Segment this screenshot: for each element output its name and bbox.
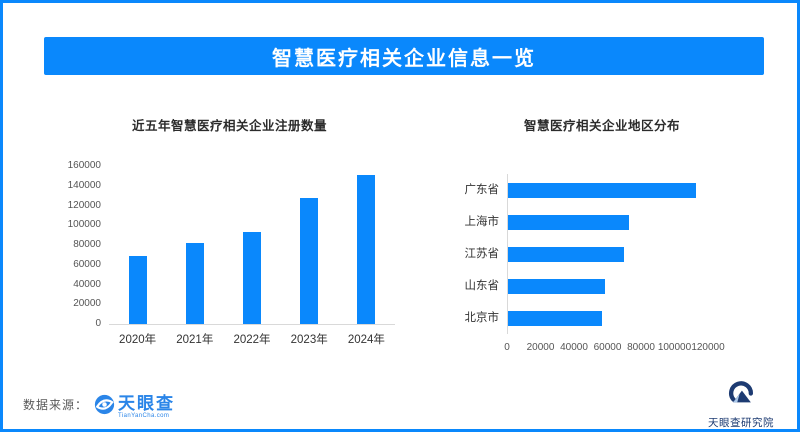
bar [357, 175, 376, 324]
x-category-label: 2021年 [176, 334, 214, 346]
y-axis-tick-label: 140000 [67, 179, 101, 191]
tianyancha-logo-icon [94, 394, 115, 420]
x-category-label: 2024年 [347, 334, 385, 346]
y-category-label: 北京市 [464, 312, 500, 324]
institute-name: 天眼查研究院 [708, 417, 774, 429]
x-category-label: 2023年 [290, 334, 328, 346]
y-axis-tick-label: 80000 [73, 239, 101, 250]
x-category-label: 2022年 [233, 334, 271, 346]
data-source-label: 数据来源： [23, 398, 89, 412]
y-axis-tick-label: 40000 [73, 278, 101, 290]
bar [508, 278, 605, 294]
page-title-banner: 智慧医疗相关企业信息一览 [44, 37, 764, 75]
x-axis-tick-label: 80000 [627, 342, 655, 353]
y-axis-tick-label: 60000 [73, 258, 101, 270]
y-axis-tick-label: 160000 [67, 160, 101, 171]
bar [508, 246, 624, 262]
tianyancha-name: 天眼查 [118, 394, 176, 413]
bar [508, 214, 629, 230]
bar [300, 198, 319, 324]
left-chart-title: 近五年智慧医疗相关企业注册数量 [132, 119, 328, 133]
y-category-label: 上海市 [464, 216, 500, 228]
bar [128, 256, 147, 324]
x-axis-tick-label: 20000 [526, 342, 555, 353]
y-axis-line [507, 174, 508, 334]
bar [508, 310, 602, 326]
tianyancha-domain: TianYanCha.com [118, 413, 170, 419]
bar [185, 243, 204, 324]
x-category-label: 2020年 [119, 334, 157, 346]
bar [508, 182, 696, 198]
y-category-label: 广东省 [464, 184, 500, 196]
x-axis-line [109, 324, 395, 325]
y-category-label: 山东省 [464, 280, 500, 292]
data-source-row: 数据来源： 天眼查 TianYanCha.com [23, 395, 175, 420]
institute-logo-icon [724, 378, 758, 413]
y-axis-tick-label: 20000 [73, 298, 101, 310]
x-axis-tick-label: 120000 [691, 342, 725, 353]
x-axis-tick-label: 60000 [593, 342, 622, 353]
y-category-label: 江苏省 [464, 248, 500, 260]
x-axis-tick-label: 100000 [657, 342, 692, 353]
y-axis-tick-label: 0 [95, 318, 101, 329]
institute-block: 天眼查研究院 [706, 378, 776, 429]
x-axis-tick-label: 40000 [560, 342, 588, 353]
page-title: 智慧医疗相关企业信息一览 [272, 47, 536, 70]
tianyancha-wordmark: 天眼查 TianYanCha.com [118, 395, 175, 420]
y-axis-tick-label: 120000 [67, 199, 101, 211]
bar [243, 232, 261, 324]
y-axis-tick-label: 100000 [67, 219, 101, 231]
x-axis-tick-label: 0 [504, 342, 510, 353]
right-chart-title: 智慧医疗相关企业地区分布 [524, 119, 681, 133]
